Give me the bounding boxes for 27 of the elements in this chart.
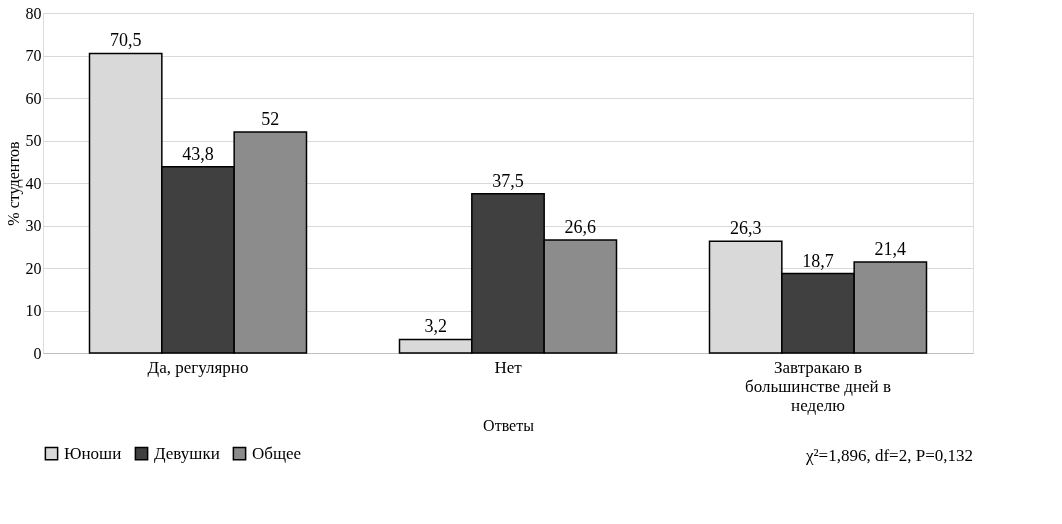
data-label: 37,5	[492, 170, 524, 191]
data-label: 18,7	[802, 250, 834, 271]
x-tick-label: Да, регулярно	[147, 357, 249, 377]
legend-label: Девушки	[154, 443, 220, 463]
text: χ²=1,896, df=2, P=0,132	[804, 446, 973, 465]
data-label: 70,5	[109, 30, 142, 51]
data-label: 26,3	[729, 218, 762, 239]
data-label: 21,4	[874, 239, 907, 260]
x-tick-label: Нет	[494, 357, 523, 377]
legend-label: Юноши	[64, 443, 122, 463]
y-tick-label: 50	[25, 132, 42, 149]
data-label: 52	[261, 109, 280, 129]
y-tick-label: 20	[25, 259, 42, 277]
y-tick-label: 70	[25, 47, 42, 64]
y-tick-label: 30	[25, 217, 42, 234]
data-label: 3,2	[424, 316, 447, 337]
y-tick-label: 40	[25, 174, 42, 192]
y-axis-title: % студентов	[4, 140, 23, 226]
y-tick-label: 10	[25, 302, 42, 319]
x-axis-title: Ответы	[483, 416, 535, 434]
y-tick-label: 60	[25, 89, 42, 107]
x-tick-label: Завтракаю в большинстве дней в неделю	[745, 357, 891, 415]
y-tick-label: 0	[33, 344, 42, 362]
data-label: 43,8	[182, 143, 214, 164]
data-label: 26,6	[564, 216, 597, 237]
legend-label: Общее	[252, 443, 302, 463]
y-tick-label: 80	[25, 4, 42, 22]
